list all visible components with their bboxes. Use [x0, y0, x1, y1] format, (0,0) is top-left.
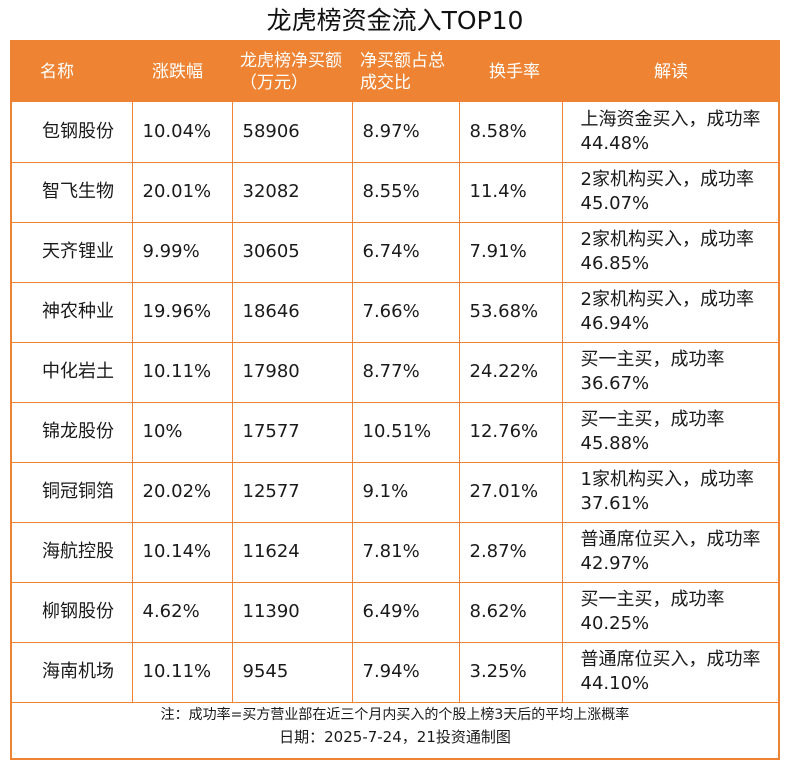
table-row: 铜冠铜箔 20.02% 12577 9.1% 27.01% 1家机构买入，成功率37.61… [12, 461, 778, 523]
interpretation-cell: 2家机构买入，成功率45.07% [561, 161, 778, 223]
net-buy-ratio-cell: 8.97% [351, 102, 460, 163]
table-row: 中化岩土 10.11% 17980 8.77% 24.22% 买一主买，成功率36.67% [12, 341, 778, 403]
turnover-rate-cell: 24.22% [458, 341, 563, 403]
header-interpretation: 解读 [562, 42, 778, 102]
table-row: 海南机场 10.11% 9545 7.94% 3.25% 普通席位买入，成功率44.10% [12, 641, 778, 703]
interpretation-cell: 买一主买，成功率45.88% [561, 401, 778, 463]
stock-name-cell: 神农种业 [12, 281, 133, 343]
net-buy-ratio-cell: 6.49% [351, 581, 460, 643]
page-title: 龙虎榜资金流入TOP10 [266, 6, 524, 35]
net-buy-ratio-cell: 9.1% [351, 461, 460, 523]
turnover-rate-cell: 53.68% [458, 281, 563, 343]
net-buy-amount-cell: 32082 [231, 161, 353, 223]
net-buy-amount-cell: 11390 [231, 581, 353, 643]
turnover-rate-cell: 3.25% [458, 641, 563, 703]
change-pct-cell: 10.04% [131, 102, 233, 163]
turnover-rate-cell: 27.01% [458, 461, 563, 523]
change-pct-cell: 20.02% [131, 461, 233, 523]
table-row: 智飞生物 20.01% 32082 8.55% 11.4% 2家机构买入，成功率45.07… [12, 161, 778, 223]
table-row: 神农种业 19.96% 18646 7.66% 53.68% 2家机构买入，成功率46.9… [12, 281, 778, 343]
interpretation-cell: 普通席位买入，成功率44.10% [561, 641, 778, 703]
interpretation-cell: 普通席位买入，成功率42.97% [561, 521, 778, 583]
turnover-rate-cell: 11.4% [458, 161, 563, 223]
table-row: 柳钢股份 4.62% 11390 6.49% 8.62% 买一主买，成功率40.25% [12, 581, 778, 643]
table-row: 天齐锂业 9.99% 30605 6.74% 7.91% 2家机构买入，成功率46.85% [12, 221, 778, 283]
interpretation-cell: 2家机构买入，成功率46.85% [561, 221, 778, 283]
net-buy-ratio-cell: 8.55% [351, 161, 460, 223]
net-buy-ratio-cell: 7.94% [351, 641, 460, 703]
net-buy-amount-cell: 17577 [231, 401, 353, 463]
change-pct-cell: 4.62% [131, 581, 233, 643]
stock-name-cell: 海南机场 [12, 641, 133, 703]
change-pct-cell: 20.01% [131, 161, 233, 223]
date-line: 日期：2025-7-24，21投资通制图 [279, 728, 511, 746]
net-buy-ratio-cell: 7.66% [351, 281, 460, 343]
interpretation-cell: 2家机构买入，成功率46.94% [561, 281, 778, 343]
stock-name-cell: 柳钢股份 [12, 581, 133, 643]
change-pct-cell: 10.11% [131, 641, 233, 703]
table-body: 包钢股份 10.04% 58906 8.97% 8.58% 上海资金买入，成功率44.48… [12, 102, 778, 703]
net-buy-amount-cell: 18646 [231, 281, 353, 343]
header-net-ratio: 净买额占总成交比 [352, 42, 459, 102]
stock-name-cell: 包钢股份 [12, 102, 133, 163]
change-pct-cell: 9.99% [131, 221, 233, 283]
turnover-rate-cell: 8.62% [458, 581, 563, 643]
stock-name-cell: 铜冠铜箔 [12, 461, 133, 523]
footnote: 注：成功率=买方营业部在近三个月内买入的个股上榜3天后的平均上涨概率 [160, 707, 630, 723]
header-change: 涨跌幅 [132, 42, 232, 102]
turnover-rate-cell: 2.87% [458, 521, 563, 583]
table-row: 锦龙股份 10% 17577 10.51% 12.76% 买一主买，成功率45.88% [12, 401, 778, 463]
net-buy-ratio-cell: 8.77% [351, 341, 460, 403]
stock-name-cell: 中化岩土 [12, 341, 133, 403]
ranking-table: 名称 涨跌幅 龙虎榜净买额（万元） 净买额占总成交比 换手率 解读 包钢股份 10… [12, 42, 778, 703]
net-buy-amount-cell: 12577 [231, 461, 353, 523]
table-header-row: 名称 涨跌幅 龙虎榜净买额（万元） 净买额占总成交比 换手率 解读 [12, 42, 778, 102]
net-buy-amount-cell: 58906 [231, 102, 353, 163]
stock-name-cell: 天齐锂业 [12, 221, 133, 283]
table-row: 海航控股 10.14% 11624 7.81% 2.87% 普通席位买入，成功率42.97… [12, 521, 778, 583]
change-pct-cell: 10.11% [131, 341, 233, 403]
turnover-rate-cell: 8.58% [458, 102, 563, 163]
change-pct-cell: 10.14% [131, 521, 233, 583]
net-buy-ratio-cell: 6.74% [351, 221, 460, 283]
header-turnover: 换手率 [459, 42, 562, 102]
table-row: 包钢股份 10.04% 58906 8.97% 8.58% 上海资金买入，成功率44.48… [12, 102, 778, 163]
header-net-buy: 龙虎榜净买额（万元） [232, 42, 352, 102]
net-buy-amount-cell: 9545 [231, 641, 353, 703]
stock-name-cell: 锦龙股份 [12, 401, 133, 463]
interpretation-cell: 上海资金买入，成功率44.48% [561, 102, 778, 163]
turnover-rate-cell: 12.76% [458, 401, 563, 463]
interpretation-cell: 买一主买，成功率40.25% [561, 581, 778, 643]
interpretation-cell: 1家机构买入，成功率37.61% [561, 461, 778, 523]
net-buy-amount-cell: 11624 [231, 521, 353, 583]
net-buy-ratio-cell: 7.81% [351, 521, 460, 583]
net-buy-ratio-cell: 10.51% [351, 401, 460, 463]
change-pct-cell: 19.96% [131, 281, 233, 343]
turnover-rate-cell: 7.91% [458, 221, 563, 283]
change-pct-cell: 10% [131, 401, 233, 463]
stock-name-cell: 智飞生物 [12, 161, 133, 223]
net-buy-amount-cell: 17980 [231, 341, 353, 403]
net-buy-amount-cell: 30605 [231, 221, 353, 283]
interpretation-cell: 买一主买，成功率36.67% [561, 341, 778, 403]
header-name: 名称 [12, 42, 132, 102]
stock-name-cell: 海航控股 [12, 521, 133, 583]
table-frame: 名称 涨跌幅 龙虎榜净买额（万元） 净买额占总成交比 换手率 解读 包钢股份 10… [10, 40, 780, 760]
